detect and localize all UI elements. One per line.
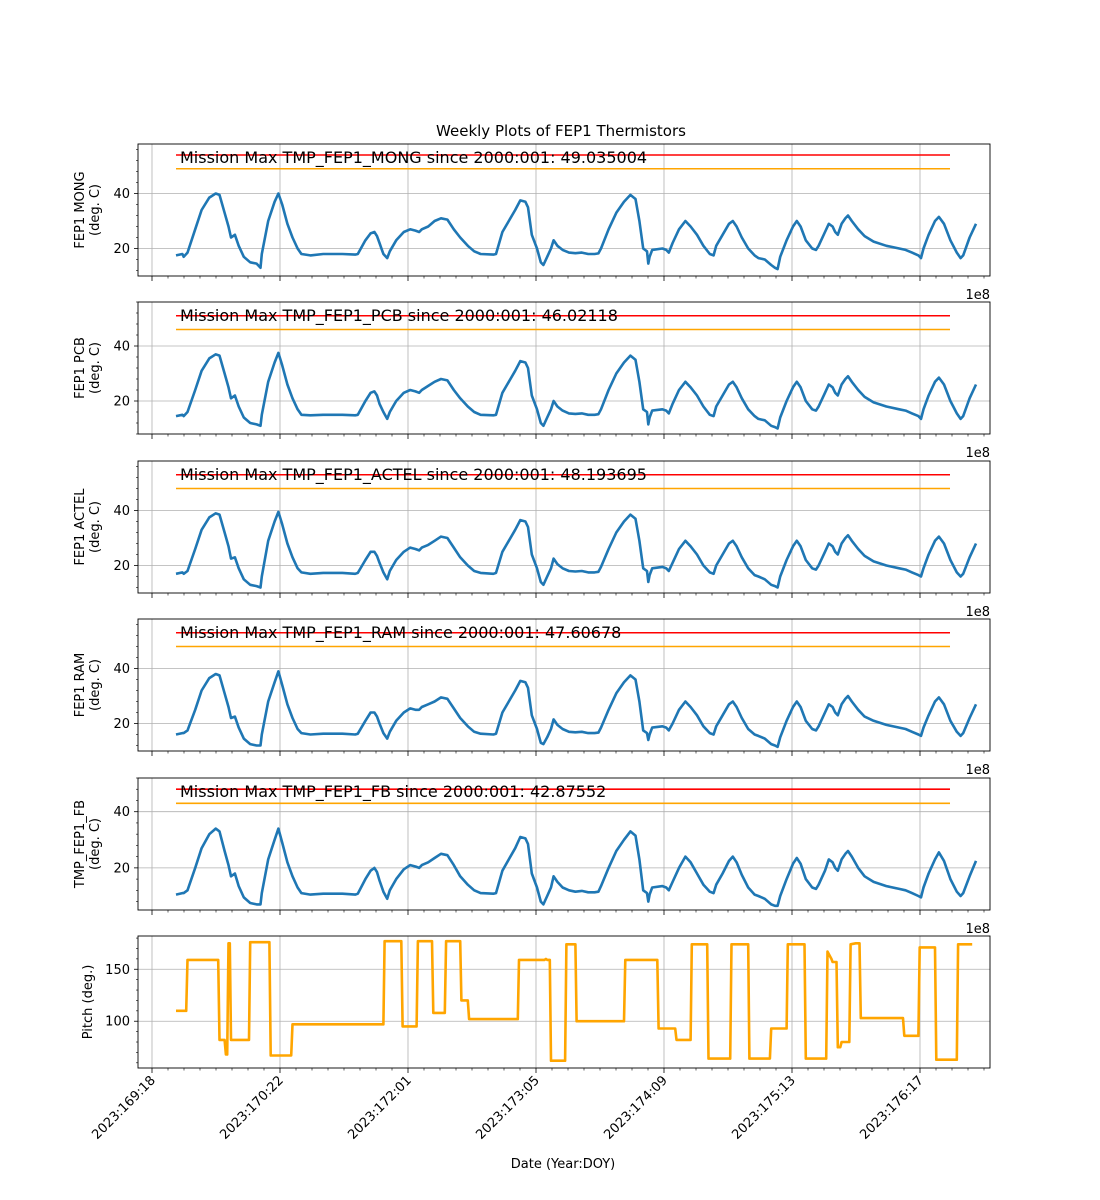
y-tick-label: 20 — [113, 395, 130, 410]
y-tick-label: 40 — [113, 187, 130, 202]
panel-ram: 20 40 Mission Max TMP_FEP1_RAM since 2000:… — [73, 618, 991, 778]
panel-mong: 20 40 Mission Max TMP_FEP1_MONG since 2000… — [73, 143, 991, 303]
x-offset-label: 1e8 — [965, 446, 990, 461]
series-line-pcb — [175, 351, 978, 430]
series-line-fb — [175, 827, 978, 908]
y-axis-label: FEP1 ACTEL(deg. C) — [73, 488, 103, 566]
y-axis-label: FEP1 PCB(deg. C) — [73, 337, 103, 399]
x-tick-label: 2023:176:17 — [857, 1073, 926, 1142]
y-axis-label: FEP1 RAM(deg. C) — [73, 653, 103, 718]
mission-max-annotation: Mission Max TMP_FEP1_MONG since 2000:001… — [180, 148, 647, 168]
y-tick-label: 40 — [113, 504, 130, 519]
y-tick-label: 20 — [113, 242, 130, 257]
x-tick-label: 2023:169:18 — [89, 1073, 158, 1142]
series-line-ram — [175, 670, 978, 749]
x-offset-label: 1e8 — [965, 763, 990, 778]
y-tick-label: 40 — [113, 805, 130, 820]
mission-max-annotation: Mission Max TMP_FEP1_FB since 2000:001: … — [180, 782, 606, 802]
y-tick-label: 20 — [113, 861, 130, 876]
y-tick-label: 40 — [113, 340, 130, 355]
y-tick-label: 150 — [105, 963, 130, 978]
axes-frame — [137, 143, 991, 277]
panels-group: 20 40 Mission Max TMP_FEP1_MONG since 2000… — [73, 143, 991, 1143]
panel-pcb: 20 40 Mission Max TMP_FEP1_PCB since 2000:… — [73, 301, 991, 461]
y-axis-label: TMP_FEP1_FB(deg. C) — [73, 800, 103, 889]
mission-max-annotation: Mission Max TMP_FEP1_ACTEL since 2000:00… — [180, 465, 647, 485]
x-offset-label: 1e8 — [965, 605, 990, 620]
y-axis-label: FEP1 MONG(deg. C) — [73, 171, 103, 248]
x-tick-label: 2023:170:22 — [217, 1073, 286, 1142]
x-axis-label: Date (Year:DOY) — [511, 1157, 616, 1172]
y-tick-label: 100 — [105, 1015, 130, 1030]
panel-actel: 20 40 Mission Max TMP_FEP1_ACTEL since 200… — [73, 460, 991, 620]
x-tick-label: 2023:175:13 — [729, 1073, 798, 1142]
x-tick-label: 2023:173:05 — [473, 1073, 542, 1142]
y-tick-label: 20 — [113, 717, 130, 732]
panel-fb: 20 40 Mission Max TMP_FEP1_FB since 2000:0… — [73, 777, 991, 937]
y-axis-label: Pitch (deg.) — [81, 965, 96, 1040]
x-offset-label: 1e8 — [965, 288, 990, 303]
panel-pitch: 100 150 Pitch (deg.) — [81, 935, 991, 1073]
chart-title: Weekly Plots of FEP1 Thermistors — [436, 122, 686, 140]
x-offset-label: 1e8 — [965, 922, 990, 937]
mission-max-annotation: Mission Max TMP_FEP1_RAM since 2000:001:… — [180, 623, 621, 643]
x-tick-label: 2023:172:01 — [345, 1073, 414, 1142]
axes-frame — [137, 301, 991, 435]
axes-frame — [137, 618, 991, 752]
y-tick-label: 20 — [113, 559, 130, 574]
y-tick-label: 40 — [113, 662, 130, 677]
axes-frame — [137, 935, 991, 1069]
series-line-pitch — [176, 939, 973, 1062]
mission-max-annotation: Mission Max TMP_FEP1_PCB since 2000:001:… — [180, 306, 618, 326]
axes-frame — [137, 460, 991, 594]
x-tick-label: 2023:174:09 — [601, 1073, 670, 1142]
axes-frame — [137, 777, 991, 911]
series-line-mong — [175, 192, 978, 271]
series-line-actel — [175, 510, 978, 589]
